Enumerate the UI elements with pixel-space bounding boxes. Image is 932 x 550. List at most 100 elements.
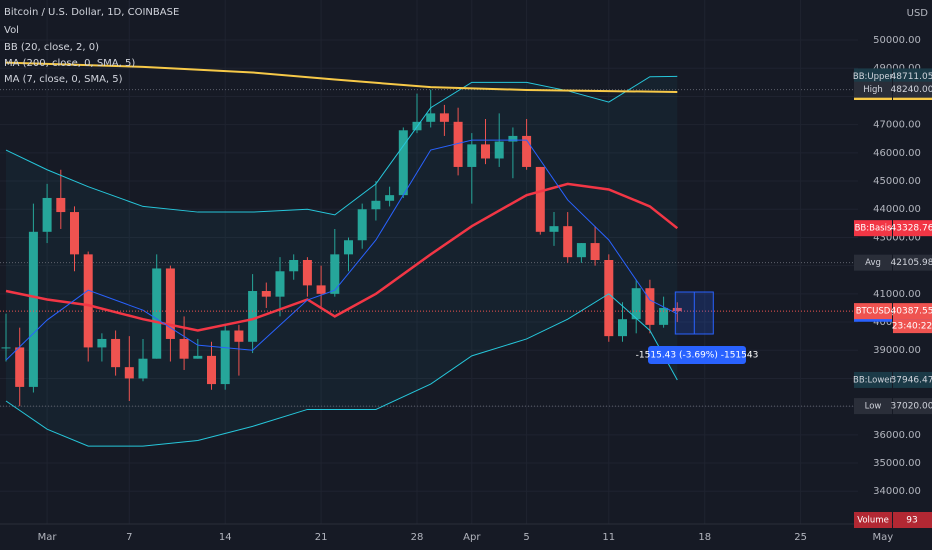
candle-body — [494, 141, 504, 159]
overlay-line — [5, 182, 679, 332]
measure-label: -1515.43 (-3.69%) -151543 — [636, 351, 759, 361]
candle-body — [453, 121, 463, 167]
candle-body — [97, 338, 107, 348]
y-tick-label: 44000.00 — [873, 204, 921, 215]
candle-body — [426, 113, 436, 122]
badge-name: BB:Lower — [853, 375, 893, 385]
candle-body — [549, 226, 559, 232]
candle-body — [275, 271, 285, 297]
candle-body — [83, 254, 93, 348]
candle-body — [398, 130, 408, 196]
x-tick-label: 28 — [411, 532, 424, 543]
badge-value: 42105.98 — [891, 258, 932, 268]
candle-body — [645, 288, 655, 325]
badge-name-bg — [854, 254, 892, 271]
y-tick-label: 41000.00 — [873, 289, 921, 300]
overlay-line — [5, 139, 678, 361]
candle-body — [672, 307, 682, 312]
x-tick-label: 25 — [794, 532, 807, 543]
badge-name-bg — [854, 220, 892, 237]
chart-title: Bitcoin / U.S. Dollar, 1D, COINBASE — [4, 7, 179, 18]
y-tick-label: 46000.00 — [873, 148, 921, 159]
candle-body — [385, 195, 395, 201]
badge-name: Volume — [857, 516, 889, 526]
candle-body — [111, 338, 121, 368]
candle-body — [618, 319, 627, 337]
legend-item: Vol — [4, 25, 19, 36]
x-tick-label: 5 — [523, 532, 529, 543]
candle-body — [659, 307, 669, 325]
candle-body — [563, 226, 573, 258]
candle-body — [152, 268, 162, 359]
overlay-line — [5, 75, 678, 216]
countdown: 23:40:22 — [892, 322, 932, 332]
badge-value: 37020.00 — [891, 402, 932, 412]
candle-body — [316, 285, 326, 294]
candle-body — [234, 330, 244, 342]
badge-name: BB:Basis — [855, 224, 892, 234]
y-tick-label: 45000.00 — [873, 176, 921, 187]
badge-value-bg — [893, 68, 932, 85]
overlay-line — [5, 293, 678, 447]
y-tick-label: 36000.00 — [873, 430, 921, 441]
y-tick-label: 50000.00 — [873, 35, 921, 46]
currency: USD — [907, 8, 929, 19]
badge-name: High — [863, 85, 883, 95]
x-tick-label: 7 — [126, 532, 132, 543]
candle-body — [330, 254, 340, 294]
badge-name: Avg — [865, 258, 881, 268]
candle-body — [124, 367, 134, 379]
x-tick-label: 14 — [219, 532, 232, 543]
badge-value-bg — [893, 303, 932, 320]
badge-value: 48711.05 — [891, 72, 932, 82]
candle-body — [590, 243, 600, 260]
badge-name-bg — [854, 398, 892, 415]
badge-value: 43328.76 — [891, 224, 932, 234]
candle-body — [604, 260, 614, 337]
y-tick-label: 35000.00 — [873, 458, 921, 469]
bb-fill — [6, 76, 678, 447]
x-tick-label: Mar — [38, 532, 58, 543]
candle-body — [179, 338, 189, 359]
badge-name-bg — [854, 81, 892, 98]
x-tick-label: 18 — [698, 532, 711, 543]
candle-body — [261, 291, 271, 297]
badge-name-bg — [854, 371, 892, 388]
badge-value-bg — [893, 371, 932, 388]
candle-body — [70, 212, 79, 255]
candle-body — [56, 197, 66, 213]
overlay-line — [5, 61, 678, 94]
candle-body — [220, 330, 230, 385]
badge-name: BB:Upper — [853, 72, 894, 82]
y-tick-label: 43000.00 — [873, 232, 921, 243]
candle-body — [15, 347, 25, 387]
candle-body — [248, 291, 258, 342]
candle-body — [344, 240, 353, 255]
y-tick-label: 39000.00 — [873, 345, 921, 356]
legend-item: BB (20, close, 2, 0) — [4, 42, 99, 53]
x-tick-label: May — [872, 532, 893, 543]
legend-item: MA (7, close, 0, SMA, 5) — [4, 74, 123, 85]
candle-body — [357, 209, 367, 241]
candle-body — [631, 288, 641, 320]
badge-value-bg — [893, 81, 932, 98]
legend-item: MA (200, close, 0, SMA, 5) — [4, 58, 135, 69]
candle-body — [522, 135, 532, 167]
plot: -1515.43 (-3.69%) -151543 — [0, 61, 858, 447]
badges: BB:Upper48711.05MA48157.37BB:Basis43328.… — [853, 68, 932, 528]
candle-body — [289, 260, 299, 272]
badge-value-bg — [893, 220, 932, 237]
candle-body — [302, 260, 312, 286]
x-tick-label: 21 — [315, 532, 328, 543]
candle-body — [371, 200, 381, 210]
badge-name: Low — [865, 402, 882, 412]
badge-value-bg — [893, 254, 932, 271]
candle-body — [193, 355, 203, 359]
candle-body — [439, 113, 449, 122]
x-tick-label: Apr — [463, 532, 481, 543]
candle-body — [467, 144, 477, 167]
candle-body — [576, 243, 586, 258]
candle-body — [42, 197, 52, 232]
candle-body — [1, 347, 11, 349]
